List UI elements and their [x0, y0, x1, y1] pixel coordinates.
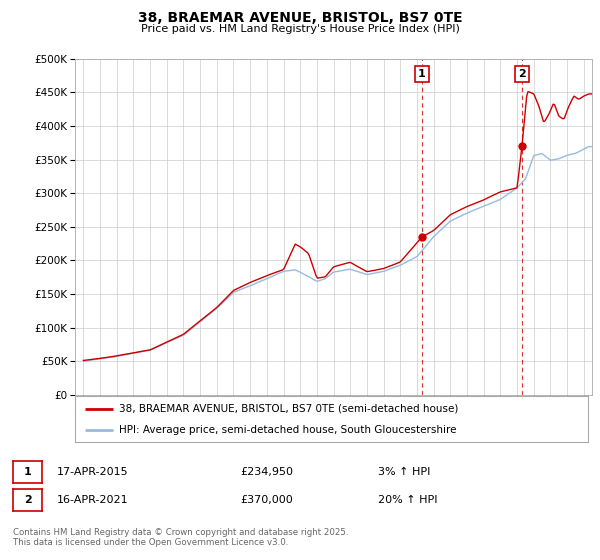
Text: £370,000: £370,000 [240, 494, 293, 505]
Text: Price paid vs. HM Land Registry's House Price Index (HPI): Price paid vs. HM Land Registry's House … [140, 24, 460, 34]
Text: £234,950: £234,950 [240, 466, 293, 477]
Text: 20% ↑ HPI: 20% ↑ HPI [378, 494, 437, 505]
Text: 2: 2 [518, 69, 526, 79]
Text: 1: 1 [418, 69, 426, 79]
Text: 17-APR-2015: 17-APR-2015 [57, 466, 128, 477]
Text: Contains HM Land Registry data © Crown copyright and database right 2025.
This d: Contains HM Land Registry data © Crown c… [13, 528, 349, 547]
Text: 38, BRAEMAR AVENUE, BRISTOL, BS7 0TE: 38, BRAEMAR AVENUE, BRISTOL, BS7 0TE [137, 11, 463, 25]
Text: HPI: Average price, semi-detached house, South Gloucestershire: HPI: Average price, semi-detached house,… [119, 425, 456, 435]
Text: 2: 2 [24, 495, 31, 505]
Text: 3% ↑ HPI: 3% ↑ HPI [378, 466, 430, 477]
Text: 1: 1 [24, 467, 31, 477]
Text: 16-APR-2021: 16-APR-2021 [57, 494, 128, 505]
Text: 38, BRAEMAR AVENUE, BRISTOL, BS7 0TE (semi-detached house): 38, BRAEMAR AVENUE, BRISTOL, BS7 0TE (se… [119, 404, 458, 414]
